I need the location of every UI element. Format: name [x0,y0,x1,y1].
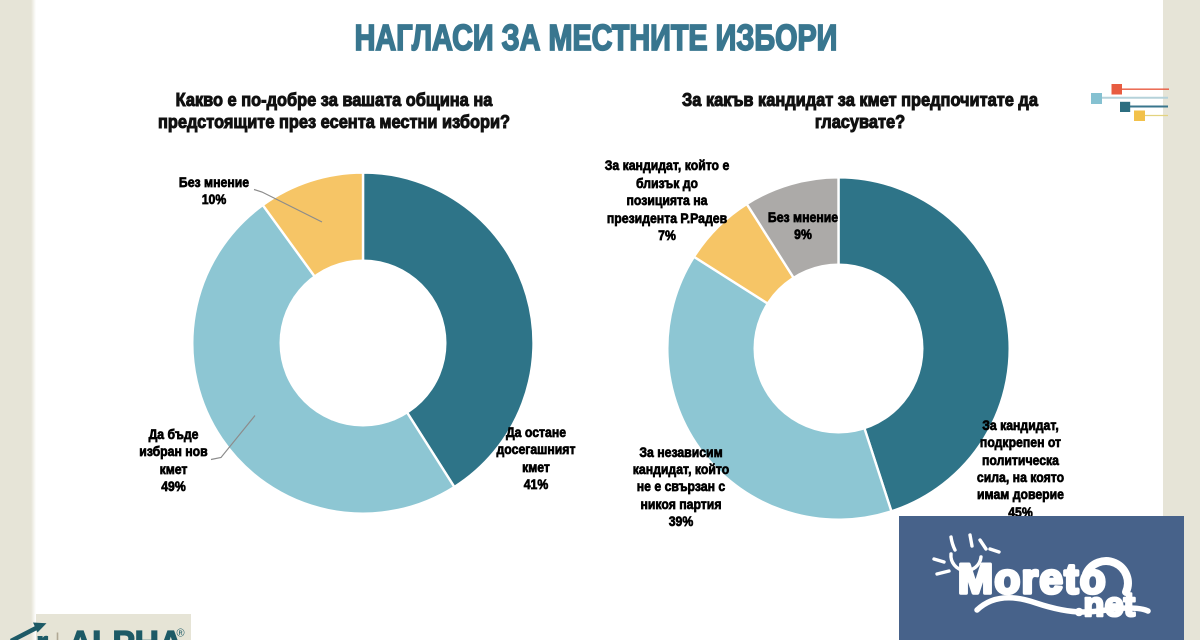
svg-text:ALPHA: ALPHA [68,625,183,640]
svg-text:net: net [1084,586,1136,624]
svg-text:Moreto: Moreto [958,555,1107,602]
svg-text:r: r [36,625,48,640]
svg-text:®: ® [177,628,185,640]
